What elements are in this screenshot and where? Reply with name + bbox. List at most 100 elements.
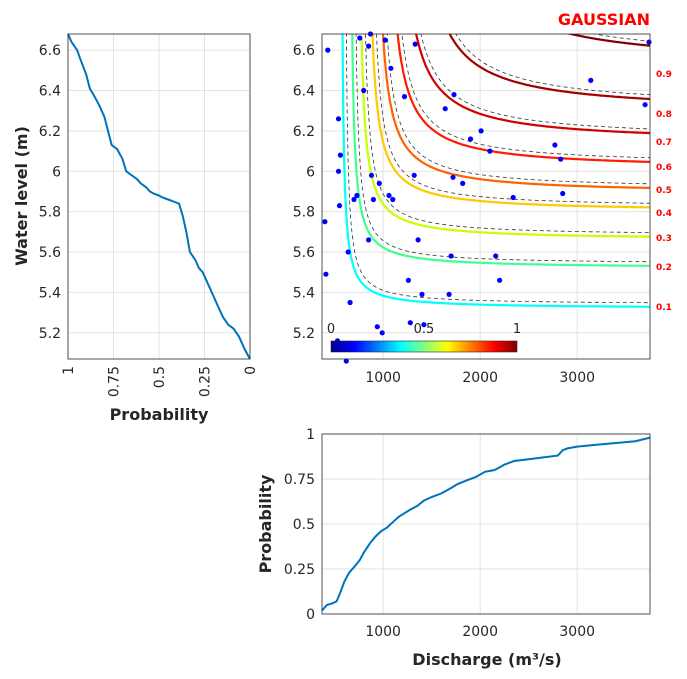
scatter-point: [642, 102, 648, 108]
main-ytick-label: 5.8: [293, 205, 315, 221]
left-xtick-labels: 1 0.75 0.5 0.25 0: [61, 366, 259, 397]
scatter-point: [368, 172, 375, 178]
scatter-point: [450, 174, 456, 180]
bottom-series-line: [321, 436, 651, 612]
scatter-point: [460, 180, 466, 186]
bottom-ytick-labels: 0 0.25 0.5 0.75 1: [284, 427, 315, 623]
left-xtick-label: 0: [243, 366, 259, 375]
main-ytick-label: 5.4: [293, 285, 315, 301]
scatter-point: [497, 277, 503, 283]
left-ytick-label: 5.2: [39, 326, 61, 342]
scatter-point: [336, 203, 343, 209]
main-xtick-label: 1000: [365, 370, 401, 386]
left-series-line: [67, 33, 251, 360]
scatter-point: [401, 94, 408, 100]
joint-contour-panel: 1000 2000 3000 5.25.45.65.866.26.46.6 0.10…: [293, 10, 672, 386]
scatter-point: [487, 148, 493, 154]
main-xtick-labels: 1000 2000 3000: [365, 370, 595, 386]
main-ytick-labels: 5.2 5.4 5.6 5.8 6 6.2 6.4 6.6: [293, 43, 315, 342]
contour-dashed-0.1: [346, 34, 650, 304]
scatter-point: [646, 39, 652, 45]
main-ytick-label: 5.6: [293, 245, 315, 261]
contour-dashed-0.2: [355, 34, 650, 263]
main-ytick-label: 5.2: [293, 326, 315, 342]
left-marginal-panel: 1 0.75 0.5 0.25 0 5.2 5.4 5.6 5.8 6 6.2 6.4 6.6 Pro…: [12, 33, 259, 424]
bottom-marginal-panel: 1000 2000 3000 0 0.25 0.5 0.75 1 Discharge (m³…: [256, 427, 651, 669]
scatter-point: [351, 196, 357, 203]
left-ytick-label: 5.6: [39, 245, 61, 261]
scatter-point: [560, 190, 566, 197]
main-plot-area: [322, 34, 650, 359]
left-xtick-label: 0.75: [107, 366, 123, 397]
left-probability-curve: [67, 33, 251, 360]
scatter-point: [335, 116, 342, 122]
left-y-axis-label: Water level (m): [12, 126, 31, 266]
scatter-point: [588, 77, 594, 83]
scatter-point: [446, 291, 452, 297]
scatter-point: [354, 192, 360, 199]
main-xtick-label: 2000: [462, 370, 498, 386]
scatter-point: [415, 237, 421, 243]
scatter-point: [412, 41, 418, 47]
main-ytick-label: 6.6: [293, 43, 315, 59]
bottom-ytick-label: 0.75: [284, 472, 315, 488]
left-ytick-label: 6: [52, 164, 61, 180]
level-label-0.8: 0.8: [656, 110, 672, 120]
contour-dashed-0.9: [592, 34, 650, 42]
scatter-point: [376, 180, 382, 186]
contour-level-0.4: [371, 34, 650, 209]
scatter-point: [323, 271, 329, 277]
scatter-point: [388, 65, 394, 71]
scatter-point: [357, 35, 363, 41]
main-xtick-label: 3000: [559, 370, 595, 386]
left-ytick-label: 5.8: [39, 205, 61, 221]
scatter-point: [370, 196, 376, 203]
scatter-point: [374, 324, 380, 330]
bottom-ytick-label: 0: [306, 607, 315, 623]
level-label-0.7: 0.7: [656, 138, 672, 148]
left-ytick-label: 6.2: [39, 124, 61, 140]
contour-dashed-0.5: [386, 34, 650, 185]
bottom-ytick-label: 0.25: [284, 562, 315, 578]
contour-dashed-0.3: [365, 34, 650, 233]
level-label-0.4: 0.4: [656, 209, 672, 219]
left-xtick-label: 0.5: [152, 366, 168, 388]
scatter-point: [386, 192, 392, 199]
bottom-ytick-label: 1: [306, 427, 315, 443]
scatter-point: [448, 253, 454, 259]
level-label-0.5: 0.5: [656, 186, 672, 196]
scatter-point: [379, 330, 385, 336]
bottom-probability-curve: [321, 436, 651, 612]
bottom-xtick-label: 2000: [462, 624, 498, 640]
left-xtick-label: 1: [61, 366, 77, 375]
colorbar-gradient: [330, 340, 518, 353]
level-label-0.6: 0.6: [656, 163, 672, 173]
scatter-point: [478, 128, 484, 134]
level-label-0.3: 0.3: [656, 234, 672, 244]
main-ytick-label: 6.4: [293, 84, 315, 100]
left-axes-box: [67, 33, 251, 360]
left-ytick-label: 5.4: [39, 285, 61, 301]
colorbar-tick-0.5: 0.5: [414, 322, 435, 337]
left-ytick-label: 6.4: [39, 84, 61, 100]
colorbar: 0 0.5 1: [327, 322, 521, 353]
colorbar-tick-0: 0: [327, 322, 335, 337]
main-ytick-label: 6.2: [293, 124, 315, 140]
contour-level-0.3: [360, 37, 650, 238]
contour-level-0.7: [415, 34, 650, 135]
contour-level-0.1: [341, 34, 650, 308]
bottom-axes-box: [321, 433, 651, 615]
scatter-point: [493, 253, 499, 259]
left-ytick-labels: 5.2 5.4 5.6 5.8 6 6.2 6.4 6.6: [39, 43, 61, 342]
main-ytick-label: 6: [306, 164, 315, 180]
scatter-point: [347, 299, 353, 306]
scatter-point: [552, 142, 558, 148]
scatter-point: [405, 277, 411, 283]
bottom-xtick-label: 1000: [365, 624, 401, 640]
contour-level-0.6: [396, 34, 650, 163]
left-x-axis-label: Probability: [110, 405, 209, 424]
level-label-0.2: 0.2: [656, 263, 672, 273]
left-xtick-label: 0.25: [198, 366, 214, 397]
left-ytick-label: 6.6: [39, 43, 61, 59]
bottom-x-axis-label: Discharge (m³/s): [412, 650, 561, 669]
